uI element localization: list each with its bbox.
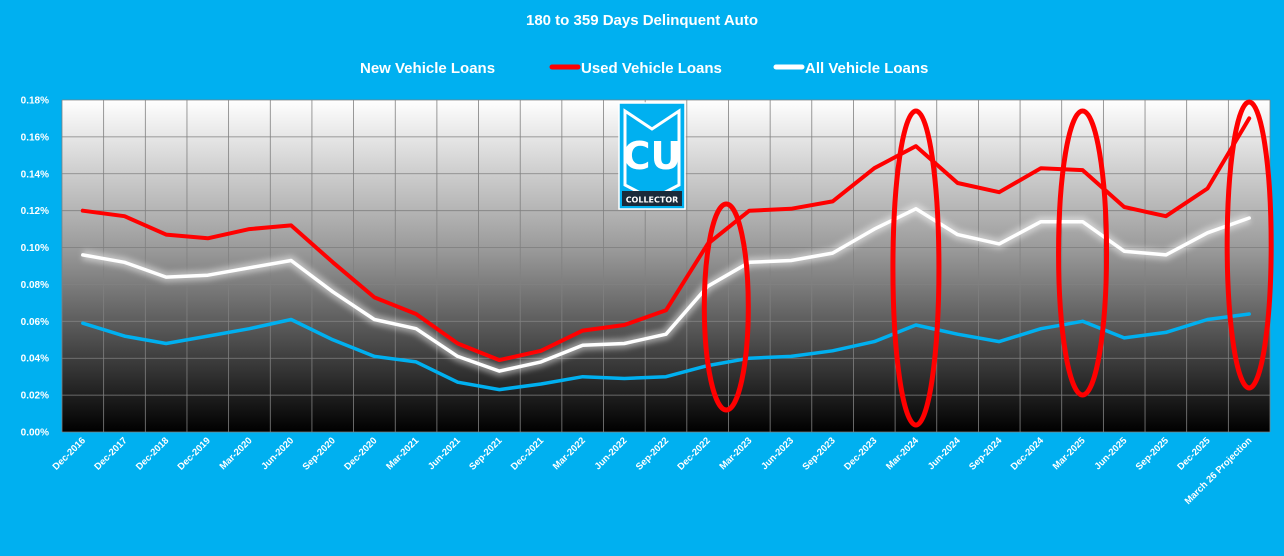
x-tick-label: Dec-2024 [1009,435,1047,473]
x-tick-label: Sep-2023 [800,435,837,472]
legend: New Vehicle Loans Used Vehicle Loans All V… [360,60,928,77]
logo-text-band [622,191,682,206]
legend-label: All Vehicle Loans [805,60,928,77]
x-tick-label: Dec-2021 [509,435,547,473]
x-tick-label: Mar-2020 [218,435,255,472]
x-tick-label: Sep-2022 [634,435,671,472]
x-tick-label: Mar-2025 [1051,435,1088,472]
x-tick-label: Jun-2024 [926,435,963,472]
y-tick-label: 0.18% [21,96,49,107]
x-tick-label: Mar-2022 [551,435,588,472]
x-tick-label: Jun-2020 [259,435,296,472]
highlight-ellipse [890,108,942,428]
y-axis: 0.00% 0.02% 0.04% 0.06% 0.08% 0.10% 0.12% 0.14%… [21,96,49,439]
x-tick-label: Sep-2024 [967,435,1005,473]
chart-title: 180 to 359 Days Delinquent Auto [526,12,758,29]
y-tick-label: 0.00% [21,428,49,439]
x-tick-label: Jun-2022 [593,435,630,472]
x-tick-label: Dec-2023 [842,435,879,472]
x-tick-label: Dec-2022 [675,435,712,472]
x-tick-label: Dec-2025 [1175,435,1213,473]
logo-text: COLLECTOR [626,196,679,205]
legend-item: Used Vehicle Loans [549,60,722,77]
y-tick-label: 0.06% [21,317,49,328]
y-tick-label: 0.16% [21,132,49,143]
series-line-all-vehicle-loans [81,207,1251,373]
legend-item: New Vehicle Loans [360,60,495,77]
x-tick-label: Mar-2024 [884,435,921,472]
x-axis: Dec-2016 Dec-2017 Dec-2018 Dec-2019 Mar-2020… [51,435,1255,507]
highlight-ellipse [1056,108,1110,398]
x-tick-label: Sep-2020 [301,435,338,472]
x-tick-label: Dec-2017 [92,435,129,472]
y-tick-label: 0.02% [21,391,49,402]
x-tick-label: Mar-2023 [718,435,755,472]
x-tick-label: Sep-2025 [1134,435,1172,473]
x-tick-label: Dec-2018 [134,435,171,472]
legend-item: All Vehicle Loans [773,60,928,77]
x-tick-label: Jun-2023 [759,435,796,472]
y-tick-label: 0.10% [21,243,49,254]
series-lines [80,116,1252,392]
x-tick-label: Jun-2025 [1092,435,1129,472]
x-tick-label: Jun-2021 [426,435,463,472]
x-tick-label: Mar-2021 [384,435,421,472]
y-tick-label: 0.04% [21,354,49,365]
cu-collector-shield-icon [623,108,681,201]
series-line-used-vehicle-loans [80,116,1252,363]
series-line-new-vehicle-loans [81,312,1251,392]
cu-collector-logo: CU COLLECTOR [618,102,686,210]
x-tick-label: Dec-2020 [342,435,379,472]
y-tick-label: 0.08% [21,280,49,291]
highlight-ellipse [1224,99,1274,391]
x-tick-label: Sep-2021 [467,435,505,473]
highlight-ellipse [701,201,751,413]
logo-letters: CU [623,134,682,178]
legend-label: Used Vehicle Loans [581,60,722,77]
y-tick-label: 0.12% [21,206,49,217]
legend-label: New Vehicle Loans [360,60,495,77]
y-tick-label: 0.14% [21,169,49,180]
highlight-ellipses [701,99,1274,428]
x-tick-label: Dec-2019 [176,435,213,472]
x-tick-label: Dec-2016 [51,435,88,472]
